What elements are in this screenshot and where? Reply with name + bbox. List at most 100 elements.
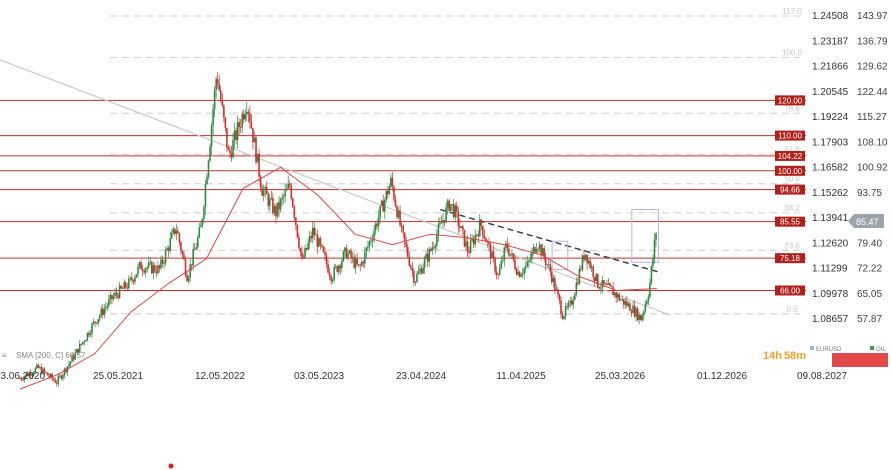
candle-body [356, 258, 358, 265]
candle-body [367, 246, 369, 248]
candle-body [639, 314, 642, 321]
time-axis[interactable]: 03.06.2020 25.05.2021 12.05.2022 03.05.2023… [0, 371, 847, 382]
candle-body [433, 247, 435, 249]
candle-body [299, 248, 302, 253]
candle-body [166, 248, 168, 251]
candle-body [60, 375, 63, 379]
candle-body [313, 227, 316, 236]
candle-body [25, 373, 27, 377]
candle-body [382, 200, 385, 212]
candle-body [115, 292, 118, 295]
candle-body [371, 239, 374, 242]
candle-body [192, 248, 194, 266]
time-tick-label: 11.04.2025 [496, 371, 546, 382]
candle-body [242, 113, 245, 120]
candle-body [275, 206, 277, 217]
candle-body [618, 294, 621, 301]
candle-body [54, 380, 57, 383]
countdown-timer: 14h 58m [763, 350, 806, 362]
candle-body [595, 273, 598, 282]
candle-body [204, 184, 207, 207]
candle-body [250, 122, 253, 129]
eurusd-legend-label: EURUSD [816, 347, 842, 353]
oil-price-axis[interactable]: 143.97 136.79 129.62 122.44 115.27 108.10 100.… [857, 11, 888, 325]
candle-body [198, 227, 201, 238]
candle-body [230, 153, 233, 158]
candle-body [210, 125, 213, 147]
candle-body [555, 289, 558, 290]
candle-body [633, 305, 636, 317]
candle-body [521, 273, 524, 275]
candle-body [304, 248, 306, 258]
candle-body [108, 299, 110, 306]
candle-body [261, 187, 263, 196]
candle-body [390, 177, 392, 187]
eurusd-tick-label: 1.09978 [812, 289, 849, 300]
eurusd-tick-label: 1.12620 [812, 238, 849, 249]
candle-body [632, 305, 634, 313]
candle-body [517, 271, 519, 275]
candle-body [170, 232, 173, 239]
candle-body [20, 378, 23, 380]
candle-body [615, 292, 617, 298]
candle-body [272, 197, 274, 214]
level-tag [775, 184, 805, 195]
oil-tick-label: 57.87 [857, 314, 882, 325]
candle-body [235, 130, 237, 141]
candle-body [537, 248, 539, 250]
candle-body [244, 114, 247, 120]
candle-body [429, 249, 432, 251]
candle-body [474, 235, 476, 245]
candle-body [140, 262, 142, 270]
oil-tick-label: 93.75 [857, 188, 882, 199]
eurusd-tick-label: 1.20545 [812, 87, 849, 98]
candle-body [23, 376, 26, 380]
candle-body [587, 260, 590, 264]
oil-legend-swatch [870, 346, 874, 350]
candle-body [68, 363, 70, 367]
candle-body [463, 229, 466, 247]
fib-level-label: 100.0 [782, 48, 803, 57]
candle-body [269, 198, 271, 206]
oil-tick-label: 129.62 [857, 62, 888, 73]
candle-body [120, 285, 122, 289]
candle-body [471, 239, 473, 241]
candle-body [564, 306, 567, 317]
candle-body [229, 150, 231, 154]
level-tag-label: 120.00 [778, 96, 803, 105]
candle-body [273, 206, 276, 214]
candle-body [57, 376, 60, 384]
candle-body [46, 372, 49, 376]
time-tick-label: 23.04.2024 [396, 371, 446, 382]
candle-body [98, 315, 101, 320]
candle-body [319, 238, 322, 245]
candle-body [26, 373, 29, 376]
candle-body [173, 228, 176, 234]
candle-body [77, 348, 80, 353]
candle-body [314, 234, 317, 236]
candle-body [259, 176, 262, 188]
candle-body [488, 241, 490, 245]
candle-body [503, 247, 506, 261]
candle-body [603, 280, 605, 285]
candle-body [249, 112, 251, 123]
candle-body [600, 287, 602, 289]
candle-body [561, 313, 564, 319]
candle-body [100, 308, 103, 316]
candle-body [63, 368, 66, 375]
eurusd-tick-label: 1.19224 [812, 112, 849, 123]
candle-body [163, 262, 165, 264]
candle-body [411, 267, 414, 272]
oil-candles [19, 72, 657, 387]
candle-body [414, 281, 417, 283]
eurusd-tick-label: 1.15262 [812, 188, 849, 199]
eurusd-tick-label: 1.17903 [812, 137, 849, 148]
candle-body [535, 249, 538, 253]
candle-body [37, 364, 40, 368]
countdown-minutes: 58m [784, 350, 806, 362]
candle-body [207, 160, 210, 177]
candle-body [195, 247, 198, 250]
candle-body [310, 236, 312, 239]
oil-tick-label: 79.40 [857, 238, 882, 249]
